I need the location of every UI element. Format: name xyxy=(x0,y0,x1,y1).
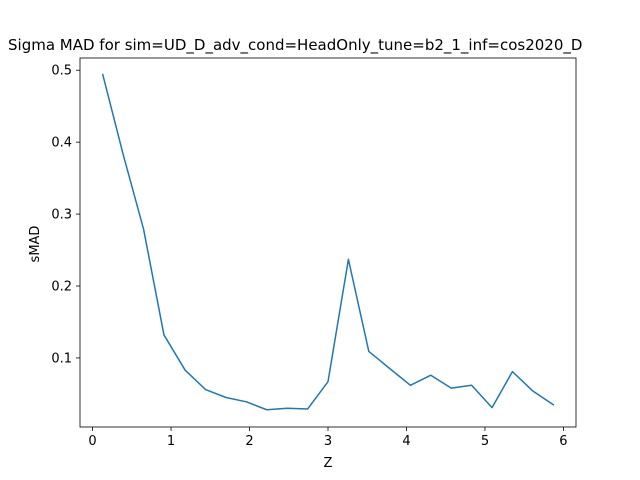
y-tick-label: 0.4 xyxy=(51,136,72,151)
y-tick-label: 0.3 xyxy=(51,208,72,223)
chart-title: Sigma MAD for sim=UD_D_adv_cond=HeadOnly… xyxy=(8,36,582,55)
series-line-0 xyxy=(101,73,555,411)
y-tick-label: 0.5 xyxy=(51,64,72,79)
x-tick-label: 5 xyxy=(481,434,489,449)
x-axis-label: Z xyxy=(324,456,333,471)
x-tick-label: 0 xyxy=(88,434,96,449)
x-tick-label: 4 xyxy=(402,434,410,449)
x-tick-label: 3 xyxy=(324,434,332,449)
x-tick-label: 2 xyxy=(245,434,253,449)
x-tick-label: 6 xyxy=(559,434,567,449)
x-tick-label: 1 xyxy=(167,434,175,449)
y-tick-label: 0.1 xyxy=(51,351,72,366)
plot-frame xyxy=(79,57,577,428)
y-tick-label: 0.2 xyxy=(51,280,72,295)
plot-area: 0 1 2 3 4 5 6 0.1 0.2 0.3 0.4 0.5 xyxy=(51,57,577,449)
y-axis-label: sMAD xyxy=(28,226,43,263)
